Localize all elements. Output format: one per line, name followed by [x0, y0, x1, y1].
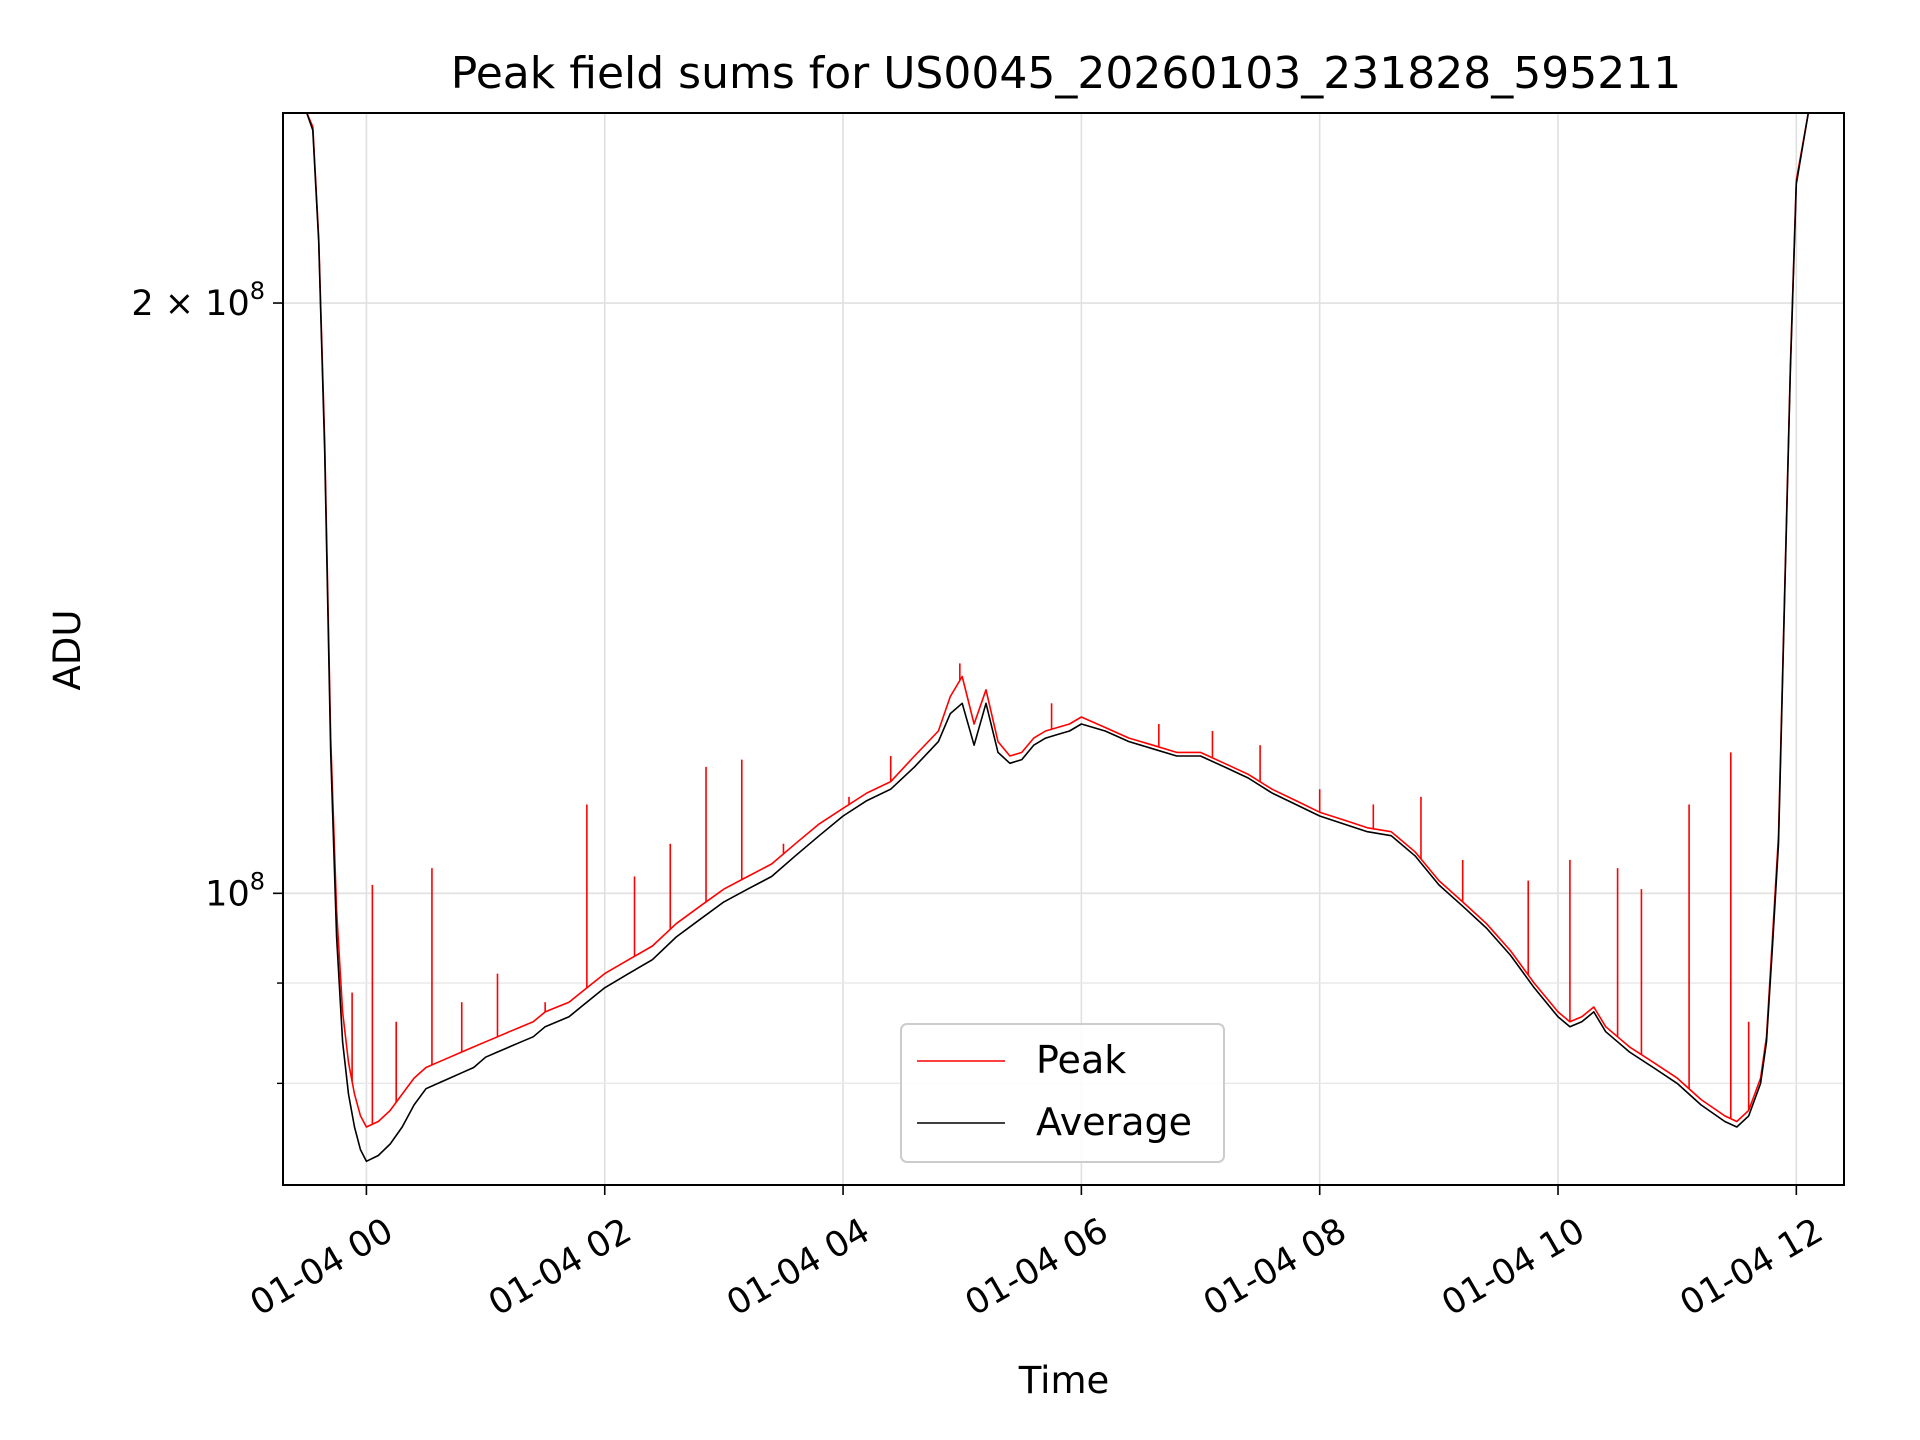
legend-average-label: Average — [1036, 1100, 1192, 1144]
y-axis-title: ADU — [46, 610, 89, 691]
series-average-line — [283, 112, 1844, 1163]
legend-peak-label: Peak — [1036, 1038, 1126, 1082]
x-axis-title: Time — [1018, 1359, 1110, 1402]
legend-box — [900, 1023, 1225, 1163]
y-tick-label-1: 2 × 108 — [131, 277, 265, 324]
grid-layer — [283, 113, 1844, 1185]
y-tick-label-0: 108 — [205, 867, 265, 914]
legend: Peak Average — [900, 1023, 1225, 1163]
series-layer — [283, 112, 1844, 1163]
chart-title: Peak field sums for US0045_20260103_2318… — [451, 48, 1681, 99]
plot-frame — [282, 112, 1845, 1186]
series-peak-line — [283, 112, 1844, 1128]
